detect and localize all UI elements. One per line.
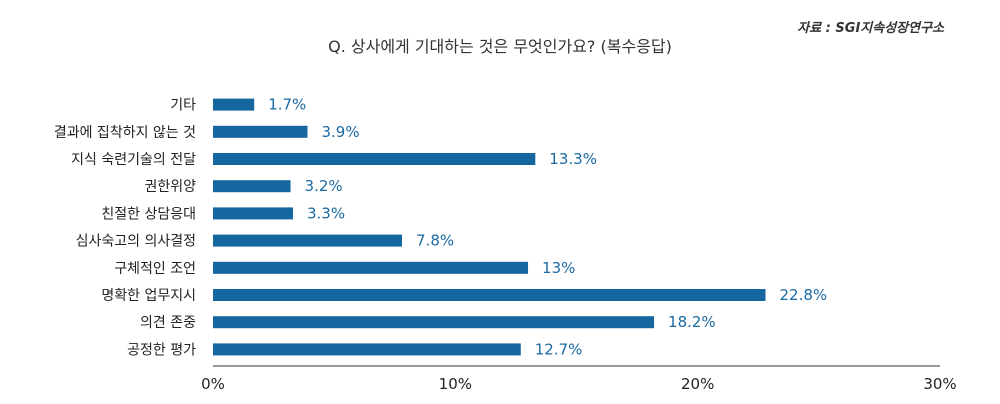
chart-title: Q. 상사에게 기대하는 것은 무엇인가요? (복수응답) bbox=[328, 37, 672, 56]
value-label: 13.3% bbox=[549, 150, 597, 168]
bar bbox=[213, 343, 521, 356]
bar bbox=[213, 234, 403, 247]
category-label: 친절한 상담응대 bbox=[101, 206, 196, 222]
value-label: 3.3% bbox=[307, 204, 345, 222]
category-label: 결과에 집착하지 않는 것 bbox=[54, 125, 196, 141]
bar bbox=[213, 98, 255, 111]
bar bbox=[213, 125, 308, 138]
category-label: 명확한 업무지시 bbox=[101, 288, 196, 304]
bars bbox=[213, 98, 766, 356]
bar bbox=[213, 207, 293, 220]
category-label: 의견 존중 bbox=[140, 315, 196, 331]
x-tick-label: 0% bbox=[201, 375, 225, 393]
category-label: 지식 숙련기술의 전달 bbox=[71, 152, 196, 168]
x-tick-label: 10% bbox=[439, 375, 472, 393]
bar bbox=[213, 153, 536, 165]
bar bbox=[213, 289, 766, 301]
value-label: 3.9% bbox=[322, 123, 360, 141]
category-label: 공정한 평가 bbox=[127, 342, 196, 358]
value-label: 12.7% bbox=[535, 340, 583, 358]
bar bbox=[213, 261, 529, 274]
category-label: 구체적인 조언 bbox=[114, 261, 196, 277]
value-label: 3.2% bbox=[305, 177, 343, 195]
category-label: 기타 bbox=[170, 98, 196, 114]
source-note: 자료 : SGI지속성장연구소 bbox=[797, 20, 945, 36]
value-label: 22.8% bbox=[780, 286, 828, 304]
value-label: 18.2% bbox=[668, 313, 716, 331]
x-tick-label: 30% bbox=[923, 375, 956, 393]
value-label: 13% bbox=[542, 259, 575, 277]
bar bbox=[213, 180, 291, 193]
x-axis-ticks: 0% 10% 20% 30% bbox=[201, 375, 957, 393]
value-label: 7.8% bbox=[416, 232, 454, 250]
x-tick-label: 20% bbox=[681, 375, 714, 393]
value-labels: 1.7% 3.9% 13.3% 3.2% 3.3% 7.8% 13% 22.8% 18.2% 12… bbox=[268, 96, 827, 359]
category-label: 심사숙고의 의사결정 bbox=[76, 234, 196, 250]
bar bbox=[213, 316, 655, 329]
value-label: 1.7% bbox=[268, 96, 306, 114]
category-label: 권한위양 bbox=[144, 179, 196, 195]
